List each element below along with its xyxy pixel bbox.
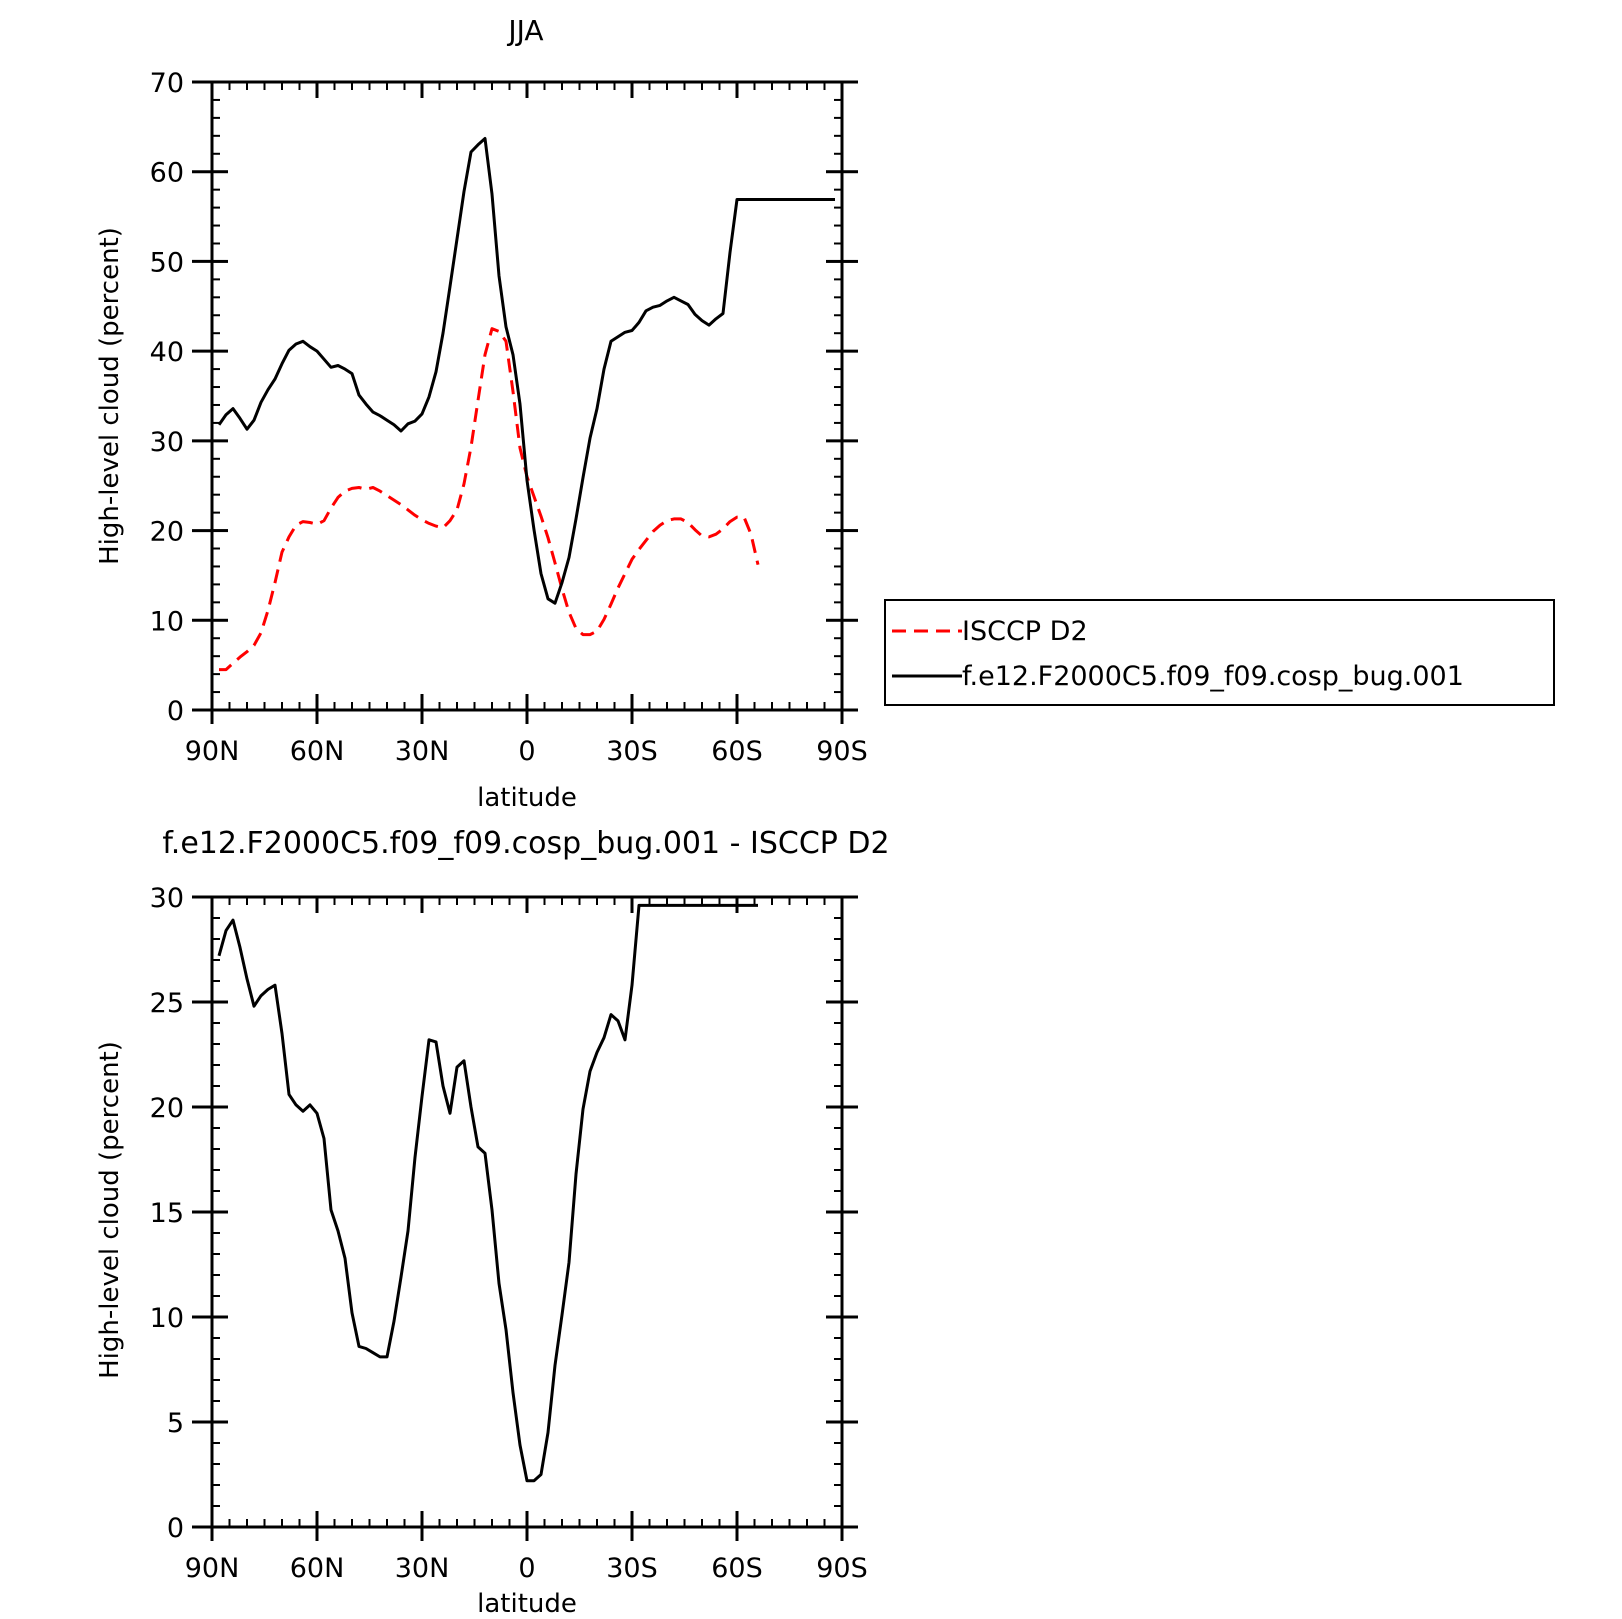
panel-top-frame [210, 80, 844, 712]
legend-label-model: f.e12.F2000C5.f09_f09.cosp_bug.001 [962, 661, 1464, 692]
x-tick-label: 60S [711, 1553, 763, 1584]
y-tick-label: 20 [150, 1093, 184, 1124]
panel-top-ylabel: High-level cloud (percent) [95, 227, 125, 565]
legend-entry-model: f.e12.F2000C5.f09_f09.cosp_bug.001 [892, 661, 1464, 692]
y-tick-label: 10 [150, 1303, 184, 1334]
panel-top-series [217, 137, 835, 672]
panel-bottom-title: f.e12.F2000C5.f09_f09.cosp_bug.001 - ISC… [162, 826, 889, 861]
panel-bottom: f.e12.F2000C5.f09_f09.cosp_bug.001 - ISC… [95, 826, 890, 1619]
panel-top-title: JJA [506, 14, 543, 47]
x-tick-label: 30N [395, 1553, 450, 1584]
y-tick-label: 25 [150, 988, 184, 1019]
y-tick-label: 70 [150, 68, 184, 99]
panel-bottom-ylabel: High-level cloud (percent) [95, 1041, 125, 1379]
x-tick-label: 60N [290, 1553, 345, 1584]
legend: ISCCP D2 f.e12.F2000C5.f09_f09.cosp_bug.… [884, 599, 1555, 706]
x-tick-label: 90S [816, 736, 868, 767]
y-tick-label: 30 [150, 427, 184, 458]
y-tick-label: 5 [167, 1408, 184, 1439]
panel-bottom-series [217, 903, 758, 1483]
y-tick-label: 40 [150, 337, 184, 368]
panel-bottom-ticks: 0 5 10 15 20 25 30 90N 60N 30N 0 30S 60S 90S [150, 883, 868, 1584]
x-tick-label: 90S [816, 1553, 868, 1584]
x-tick-label: 60S [711, 736, 763, 767]
y-tick-label: 15 [150, 1198, 184, 1229]
panel-bottom-xlabel: latitude [477, 1589, 577, 1619]
panel-bottom-frame [210, 895, 844, 1529]
panel-top-ticks: 0 10 20 30 40 50 60 70 90N 60N 30N 0 30S 60S 90S [150, 68, 868, 767]
x-tick-label: 90N [185, 736, 240, 767]
x-tick-label: 0 [518, 1553, 535, 1584]
y-tick-label: 20 [150, 517, 184, 548]
series-line-0 [219, 327, 760, 672]
legend-label-isccp: ISCCP D2 [962, 616, 1088, 647]
y-tick-label: 0 [167, 1513, 184, 1544]
legend-entry-isccp: ISCCP D2 [892, 616, 1088, 647]
x-tick-label: 90N [185, 1553, 240, 1584]
y-tick-label: 30 [150, 883, 184, 914]
x-tick-label: 30N [395, 736, 450, 767]
y-tick-label: 60 [150, 158, 184, 189]
x-tick-label: 30S [606, 1553, 658, 1584]
x-tick-label: 0 [518, 736, 535, 767]
series-line-0 [217, 903, 758, 1483]
y-tick-label: 10 [150, 606, 184, 637]
panel-top-xlabel: latitude [477, 783, 577, 813]
panel-top: JJA 0 10 20 30 40 50 60 70 90N 60N 30N 0 30S 60S 90S l… [95, 14, 1555, 813]
y-tick-label: 50 [150, 247, 184, 278]
x-tick-label: 30S [606, 736, 658, 767]
x-tick-label: 60N [290, 736, 345, 767]
legend-box [884, 599, 1555, 706]
series-line-1 [217, 137, 835, 605]
y-tick-label: 0 [167, 696, 184, 727]
